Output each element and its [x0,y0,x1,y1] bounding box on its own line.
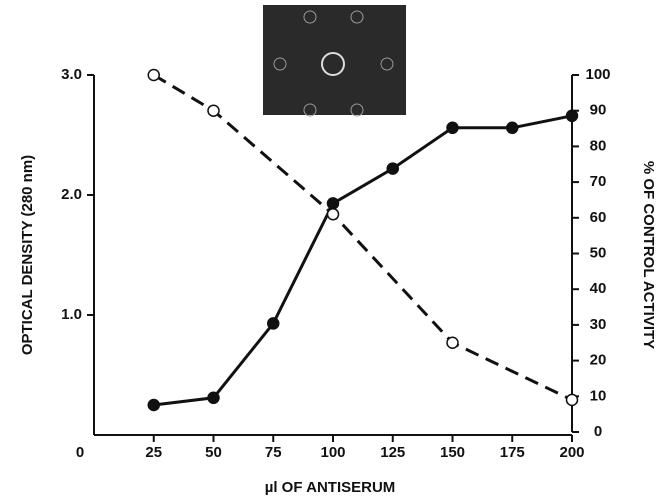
y2-tick-label: 100 [585,66,610,83]
data-point [147,68,160,82]
data-point [386,162,399,175]
data-point [326,197,340,210]
x-axis-label: µl OF ANTISERUM [265,479,396,496]
x-tick-label: 100 [320,444,345,461]
data-point [326,207,340,221]
data-point [267,317,280,330]
x-tick-label: 0 [76,444,84,461]
data-point [446,121,459,135]
y-tick-label: 1.0 [61,306,82,323]
y2-tick-label: 80 [590,137,607,154]
y2-axis-label: % OF CONTROL ACTIVITY [640,161,657,349]
x-tick-label: 25 [145,444,162,461]
x-tick-label: 50 [205,444,222,461]
x-tick-label: 125 [380,444,405,461]
y2-tick-label: 90 [590,102,607,119]
x-tick-label: 175 [500,444,525,461]
y2-tick-label: 30 [590,316,607,333]
y2-tick-label: 20 [590,352,607,369]
y2-tick-label: 40 [590,280,607,297]
data-point [506,121,519,135]
data-point [565,109,579,123]
inset-photo [263,5,406,117]
data-point [207,104,220,117]
series-line [153,114,573,407]
x-tick-label: 150 [440,444,465,461]
y2-tick-label: 60 [590,209,607,226]
data-point [446,336,459,349]
data-point [147,398,160,412]
y-tick-label: 3.0 [61,66,82,83]
y-axis-label: OPTICAL DENSITY (280 nm) [19,155,36,355]
x-tick-label: 75 [265,444,282,461]
data-point [565,393,579,407]
y2-tick-label: 0 [594,423,602,440]
y2-tick-label: 70 [590,173,607,190]
y-tick-label: 2.0 [61,186,82,203]
y2-tick-label: 10 [590,387,607,404]
y2-tick-label: 50 [590,244,607,261]
data-point [207,391,220,405]
x-tick-label: 200 [559,444,584,461]
